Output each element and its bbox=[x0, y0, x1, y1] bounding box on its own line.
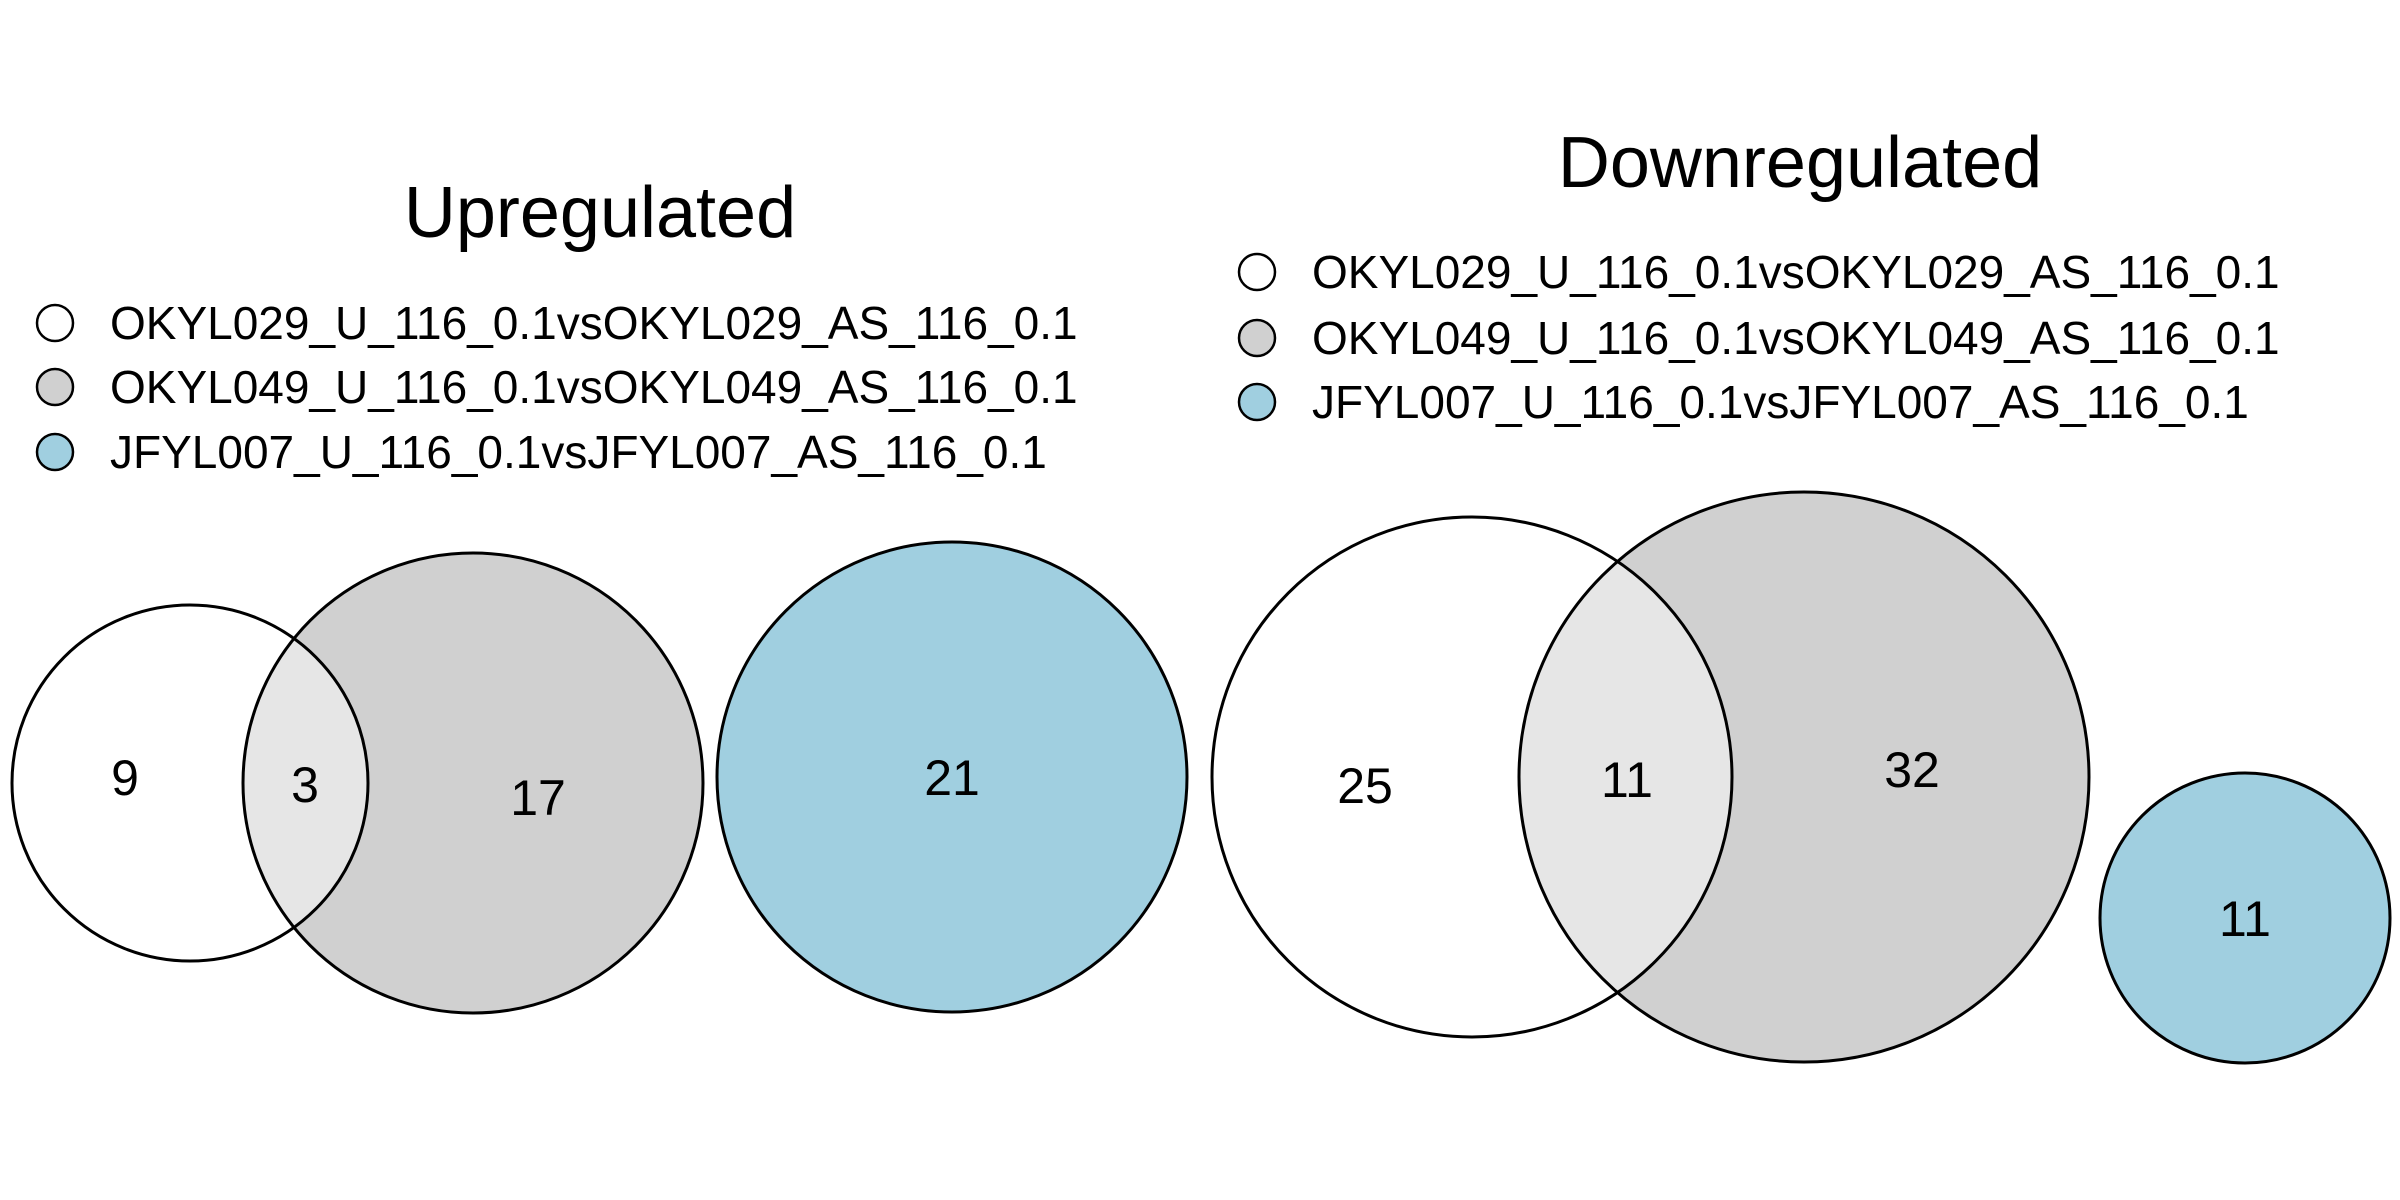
venn-circle-set3 bbox=[2098, 771, 2392, 1065]
venn-circle-set3 bbox=[715, 540, 1189, 1014]
count-only-set3: 11 bbox=[2219, 891, 2271, 947]
count-only-set2: 32 bbox=[1884, 742, 1940, 798]
venn-circle-set2 bbox=[243, 553, 703, 1013]
upregulated-legend: OKYL029_U_116_0.1vsOKYL029_AS_116_0.1 OK… bbox=[35, 297, 1078, 478]
legend-label-set2: OKYL049_U_116_0.1vsOKYL049_AS_116_0.1 bbox=[110, 361, 1078, 413]
count-only-set2: 17 bbox=[510, 770, 566, 826]
legend-label-set3: JFYL007_U_116_0.1vsJFYL007_AS_116_0.1 bbox=[1312, 376, 2249, 428]
legend-label-set1: OKYL029_U_116_0.1vsOKYL029_AS_116_0.1 bbox=[110, 297, 1078, 349]
legend-label-set3: JFYL007_U_116_0.1vsJFYL007_AS_116_0.1 bbox=[110, 426, 1047, 478]
legend-swatch-set2 bbox=[35, 367, 75, 407]
count-set1-set2: 11 bbox=[1601, 752, 1653, 808]
count-set1-set2: 3 bbox=[291, 757, 319, 813]
venn-outline-set2 bbox=[1517, 490, 2091, 1064]
legend-swatch-set2 bbox=[1237, 318, 1277, 358]
venn-overlap-set1-set2 bbox=[1519, 517, 1732, 1037]
legend-swatch-set1 bbox=[1237, 252, 1277, 292]
venn-outline-set1 bbox=[1210, 515, 1734, 1039]
legend-swatch-set3 bbox=[1237, 382, 1277, 422]
count-only-set3: 21 bbox=[924, 750, 980, 806]
upregulated-panel: Upregulated OKYL029_U_116_0.1vsOKYL029_A… bbox=[10, 173, 1189, 1015]
legend-swatch-set1 bbox=[35, 303, 75, 343]
count-only-set1: 25 bbox=[1337, 758, 1393, 814]
upregulated-title: Upregulated bbox=[404, 173, 796, 253]
upregulated-venn: 9 3 17 21 bbox=[10, 540, 1189, 1015]
legend-swatch-set3 bbox=[35, 432, 75, 472]
venn-outline-set1 bbox=[10, 603, 370, 963]
downregulated-panel: Downregulated OKYL029_U_116_0.1vsOKYL029… bbox=[1210, 123, 2392, 1065]
legend-label-set1: OKYL029_U_116_0.1vsOKYL029_AS_116_0.1 bbox=[1312, 246, 2280, 298]
venn-outline-set2 bbox=[241, 551, 705, 1015]
count-only-set1: 9 bbox=[111, 750, 139, 806]
downregulated-title: Downregulated bbox=[1558, 123, 2042, 203]
downregulated-venn: 25 11 32 11 bbox=[1210, 490, 2392, 1065]
downregulated-legend: OKYL029_U_116_0.1vsOKYL029_AS_116_0.1 OK… bbox=[1237, 246, 2280, 428]
legend-label-set2: OKYL049_U_116_0.1vsOKYL049_AS_116_0.1 bbox=[1312, 312, 2280, 364]
